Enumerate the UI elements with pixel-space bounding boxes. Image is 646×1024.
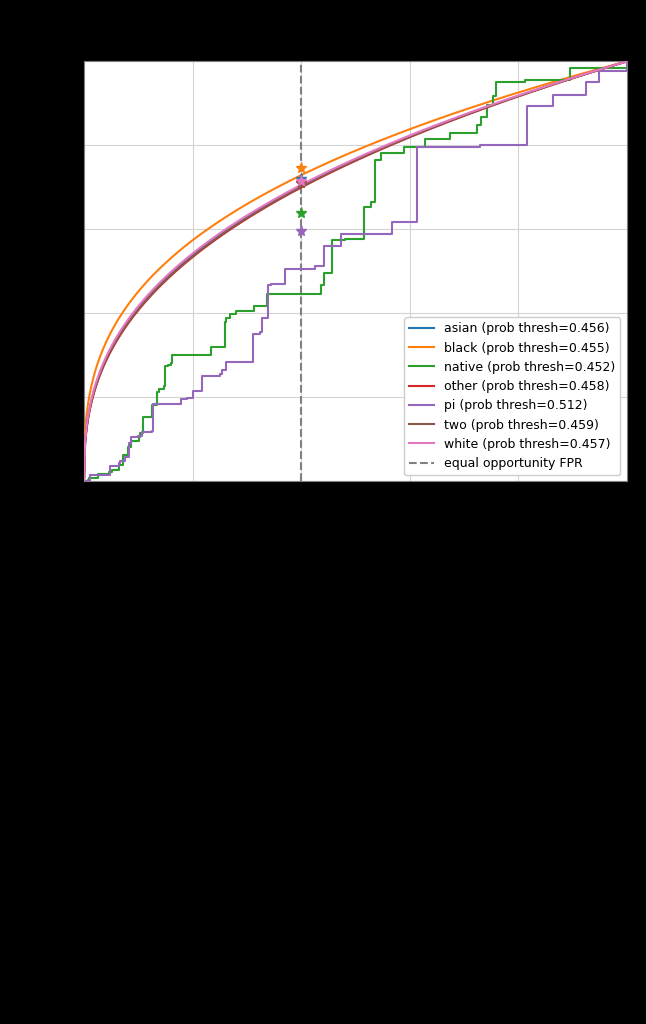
Y-axis label: True Positive Rate: True Positive Rate — [28, 198, 47, 345]
Legend: asian (prob thresh=0.456), black (prob thresh=0.455), native (prob thresh=0.452): asian (prob thresh=0.456), black (prob t… — [404, 317, 620, 475]
X-axis label: False Positive Rate: False Positive Rate — [278, 511, 433, 528]
